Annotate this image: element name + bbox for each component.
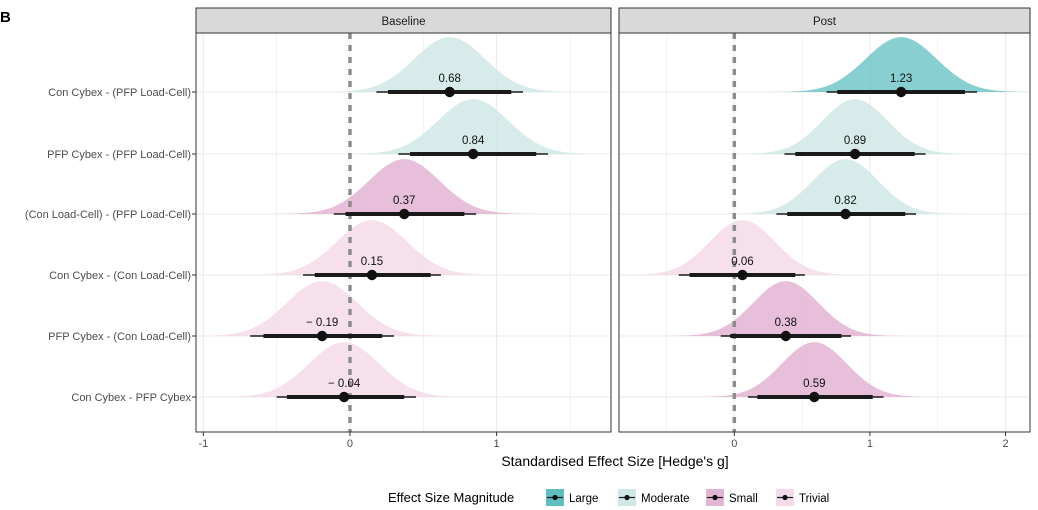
density-trivial: [619, 220, 873, 275]
legend-label: Small: [729, 493, 758, 505]
estimate-label: 0.82: [834, 195, 856, 207]
point-estimate: [737, 269, 748, 281]
point-estimate: [467, 148, 479, 160]
legend-key-small: [706, 489, 724, 506]
estimate-label: 0.15: [361, 256, 383, 268]
panel-title: Baseline: [381, 16, 425, 28]
legend-key-large: [546, 489, 564, 506]
estimate-label: 0.06: [731, 256, 753, 268]
legend-point: [624, 494, 630, 501]
legend-label: Trivial: [799, 493, 829, 505]
point-estimate: [399, 208, 410, 220]
legend-point: [712, 494, 718, 501]
panel-title: Post: [813, 16, 837, 28]
estimate-label: 0.89: [844, 135, 866, 147]
panel-border: [195, 32, 612, 433]
x-tick-label: 1: [867, 438, 873, 450]
plot-area: 1.23 0.89 0.82 0.06 0.38 0.59: [619, 33, 1030, 432]
legend-key-moderate: [618, 489, 636, 506]
density-moderate: [332, 99, 611, 154]
x-tick-label: 2: [1003, 438, 1009, 450]
x-tick-label: -1: [198, 438, 208, 450]
x-tick-label: 1: [494, 438, 500, 450]
density-trivial: [203, 342, 485, 397]
y-tick-label: Con Cybex - PFP Cybex: [71, 392, 191, 404]
legend-label: Large: [569, 493, 598, 505]
point-estimate: [444, 86, 455, 98]
legend-key-trivial: [776, 489, 794, 506]
legend-title: Effect Size Magnitude: [388, 490, 514, 505]
x-tick-label: 0: [347, 438, 353, 450]
point-estimate: [338, 391, 350, 403]
estimate-label: 0.84: [462, 135, 485, 147]
density-small: [684, 342, 945, 397]
point-estimate: [849, 148, 861, 160]
panel-post: Post 1.23 0.89 0.82 0.06 0.38 0.59 0 1 2: [618, 7, 1031, 450]
point-estimate: [895, 86, 907, 98]
point-estimate: [809, 391, 820, 403]
legend: Effect Size Magnitude Large Moderate Small T…: [388, 489, 829, 506]
density-large: [760, 37, 1030, 92]
legend-point: [552, 494, 558, 501]
density-trivial: [196, 281, 463, 336]
point-estimate: [366, 269, 378, 281]
density-moderate: [308, 37, 591, 92]
density-small: [655, 281, 917, 336]
y-tick-label: Con Cybex - (PFP Load-Cell): [48, 87, 191, 99]
density-moderate: [715, 159, 976, 214]
y-tick-label: PFP Cybex - (PFP Load-Cell): [47, 149, 191, 161]
panel-border: [618, 32, 1031, 433]
point-estimate: [840, 208, 851, 220]
estimate-label: 0.68: [438, 73, 460, 85]
y-tick-label: (Con Load-Cell) - (PFP Load-Cell): [25, 209, 191, 221]
estimate-label: 0.38: [775, 317, 797, 329]
x-axis-title: Standardised Effect Size [Hedge's g]: [501, 453, 728, 469]
panel-baseline: Baseline 0.68 0.84 0.37 0.15 − 0.19 − 0.04 -1 0 1: [195, 7, 612, 450]
x-tick-label: 0: [731, 438, 737, 450]
y-tick-label: Con Cybex - (Con Load-Cell): [49, 270, 191, 282]
y-tick-label: PFP Cybex - (Con Load-Cell): [48, 331, 191, 343]
legend-label: Moderate: [641, 493, 690, 505]
point-estimate: [780, 330, 792, 342]
estimate-label: 0.59: [803, 378, 825, 390]
estimate-label: − 0.04: [328, 378, 361, 390]
density-moderate: [724, 99, 986, 154]
y-axis-labels: Con Cybex - (PFP Load-Cell) PFP Cybex - (…: [25, 87, 196, 404]
figure-label: B: [0, 9, 11, 26]
estimate-label: 1.23: [890, 73, 912, 85]
legend-point: [782, 494, 788, 501]
density-small: [263, 159, 546, 214]
density-trivial: [231, 220, 513, 275]
estimate-label: 0.37: [393, 195, 415, 207]
estimate-label: − 0.19: [306, 317, 338, 329]
point-estimate: [316, 330, 328, 342]
plot-area: 0.68 0.84 0.37 0.15 − 0.19 − 0.04: [196, 33, 611, 432]
